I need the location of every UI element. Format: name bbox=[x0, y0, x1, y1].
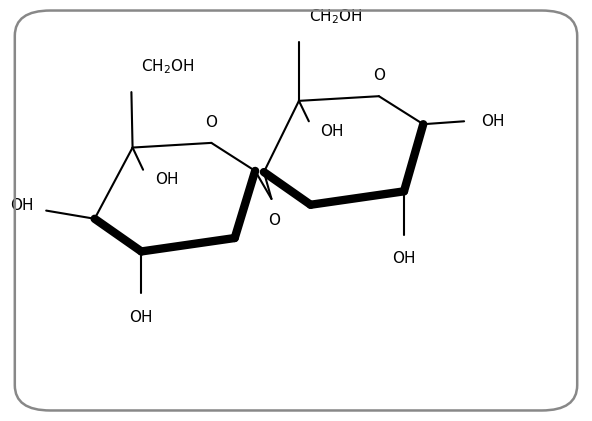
Text: OH: OH bbox=[155, 172, 178, 187]
Text: CH$_2$OH: CH$_2$OH bbox=[309, 8, 362, 26]
Text: CH$_2$OH: CH$_2$OH bbox=[141, 58, 195, 76]
Text: OH: OH bbox=[320, 124, 344, 139]
Text: OH: OH bbox=[10, 198, 33, 213]
Text: O: O bbox=[205, 115, 217, 130]
Text: O: O bbox=[373, 68, 385, 83]
Text: OH: OH bbox=[392, 251, 416, 266]
Text: OH: OH bbox=[130, 310, 153, 325]
Text: OH: OH bbox=[482, 114, 505, 129]
Text: O: O bbox=[268, 213, 280, 228]
